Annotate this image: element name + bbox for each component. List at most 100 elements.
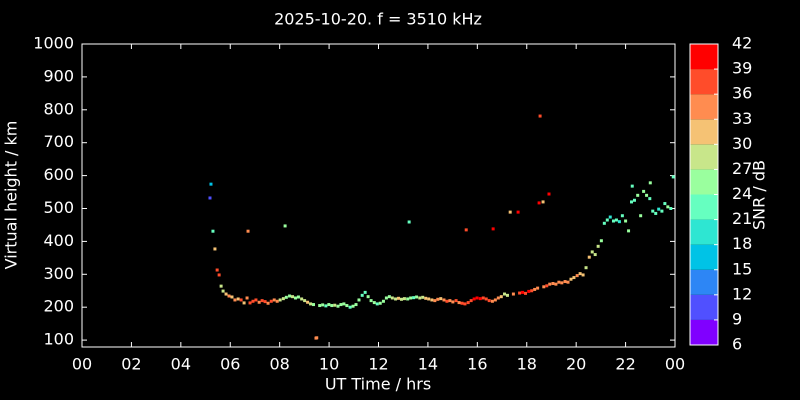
data-point bbox=[454, 299, 458, 303]
data-point bbox=[384, 296, 388, 300]
data-point bbox=[327, 303, 331, 307]
data-point bbox=[324, 304, 328, 308]
data-point bbox=[275, 299, 279, 303]
data-point bbox=[211, 229, 215, 233]
data-point bbox=[503, 292, 507, 296]
data-point bbox=[339, 303, 343, 307]
data-point bbox=[508, 210, 512, 214]
data-point bbox=[208, 196, 212, 200]
data-point bbox=[599, 239, 603, 243]
y-tick-label: 100 bbox=[43, 330, 74, 349]
data-point bbox=[457, 301, 461, 305]
data-point bbox=[475, 296, 479, 300]
data-point bbox=[363, 290, 367, 294]
y-tick-label: 400 bbox=[43, 231, 74, 250]
data-point bbox=[436, 297, 440, 301]
y-tick-label: 200 bbox=[43, 297, 74, 316]
data-point bbox=[666, 205, 670, 209]
data-point bbox=[511, 292, 515, 296]
data-point bbox=[412, 296, 416, 300]
x-tick-label: 18 bbox=[517, 355, 537, 374]
data-point bbox=[575, 274, 579, 278]
data-point bbox=[530, 289, 534, 293]
data-point bbox=[209, 182, 213, 186]
data-point bbox=[217, 273, 221, 277]
data-point bbox=[399, 297, 403, 301]
data-point bbox=[448, 299, 452, 303]
data-point bbox=[636, 193, 640, 197]
data-point bbox=[542, 285, 546, 289]
data-point bbox=[354, 303, 358, 307]
colorbar-tick-label: 36 bbox=[732, 84, 752, 103]
data-point bbox=[357, 298, 361, 302]
data-point bbox=[537, 201, 541, 205]
data-point bbox=[469, 299, 473, 303]
x-tick-label: 06 bbox=[220, 355, 240, 374]
data-point bbox=[430, 298, 434, 302]
data-point bbox=[663, 202, 667, 206]
data-point bbox=[260, 299, 264, 303]
colorbar-bin bbox=[690, 269, 718, 295]
colorbar-tick-label: 30 bbox=[732, 134, 752, 153]
data-point bbox=[333, 303, 337, 307]
y-tick-label: 500 bbox=[43, 198, 74, 217]
data-point bbox=[466, 301, 470, 305]
data-point bbox=[460, 301, 464, 305]
data-point bbox=[657, 207, 661, 211]
data-point bbox=[372, 301, 376, 305]
data-point bbox=[518, 291, 522, 295]
data-point bbox=[342, 302, 346, 306]
data-point bbox=[499, 295, 503, 299]
data-point bbox=[527, 289, 531, 293]
data-point bbox=[484, 297, 488, 301]
data-point bbox=[442, 298, 446, 302]
data-point bbox=[394, 297, 398, 301]
data-point bbox=[266, 301, 270, 305]
data-point bbox=[572, 276, 576, 280]
data-point bbox=[345, 304, 349, 308]
data-point bbox=[584, 266, 588, 270]
colorbar-tick-label: 39 bbox=[732, 59, 752, 78]
y-tick-label: 600 bbox=[43, 165, 74, 184]
data-point bbox=[306, 300, 310, 304]
data-point bbox=[390, 296, 394, 300]
data-point bbox=[312, 303, 316, 307]
data-point bbox=[251, 299, 255, 303]
x-tick-label: 00 bbox=[665, 355, 685, 374]
data-point bbox=[315, 336, 319, 340]
data-point bbox=[630, 200, 634, 204]
colorbar-tick-label: 9 bbox=[732, 309, 742, 328]
data-point bbox=[330, 304, 334, 308]
data-point bbox=[278, 298, 282, 302]
data-point bbox=[263, 300, 267, 304]
data-point bbox=[671, 175, 675, 179]
data-point bbox=[566, 280, 570, 284]
data-point bbox=[590, 250, 594, 254]
data-point bbox=[596, 244, 600, 248]
plot-frame bbox=[81, 43, 676, 348]
colorbar-tick-label: 24 bbox=[732, 184, 752, 203]
colorbar-tick-label: 33 bbox=[732, 109, 752, 128]
data-point bbox=[387, 295, 391, 299]
data-point bbox=[505, 293, 509, 297]
data-point bbox=[642, 189, 646, 193]
data-point bbox=[581, 273, 585, 277]
data-point bbox=[548, 282, 552, 286]
x-tick-label: 22 bbox=[615, 355, 635, 374]
data-point bbox=[230, 295, 234, 299]
data-point bbox=[246, 229, 250, 233]
colorbar-bin bbox=[690, 44, 718, 70]
data-point bbox=[281, 297, 285, 301]
x-tick-label: 00 bbox=[72, 355, 92, 374]
data-point bbox=[627, 229, 631, 233]
data-point bbox=[415, 295, 419, 299]
data-point bbox=[611, 219, 615, 223]
data-point bbox=[524, 291, 528, 295]
data-point bbox=[648, 197, 652, 201]
data-point bbox=[464, 228, 468, 232]
x-tick-label: 20 bbox=[566, 355, 586, 374]
data-point bbox=[669, 206, 673, 210]
data-point bbox=[257, 300, 261, 304]
data-point bbox=[617, 220, 621, 224]
data-point bbox=[632, 198, 636, 202]
